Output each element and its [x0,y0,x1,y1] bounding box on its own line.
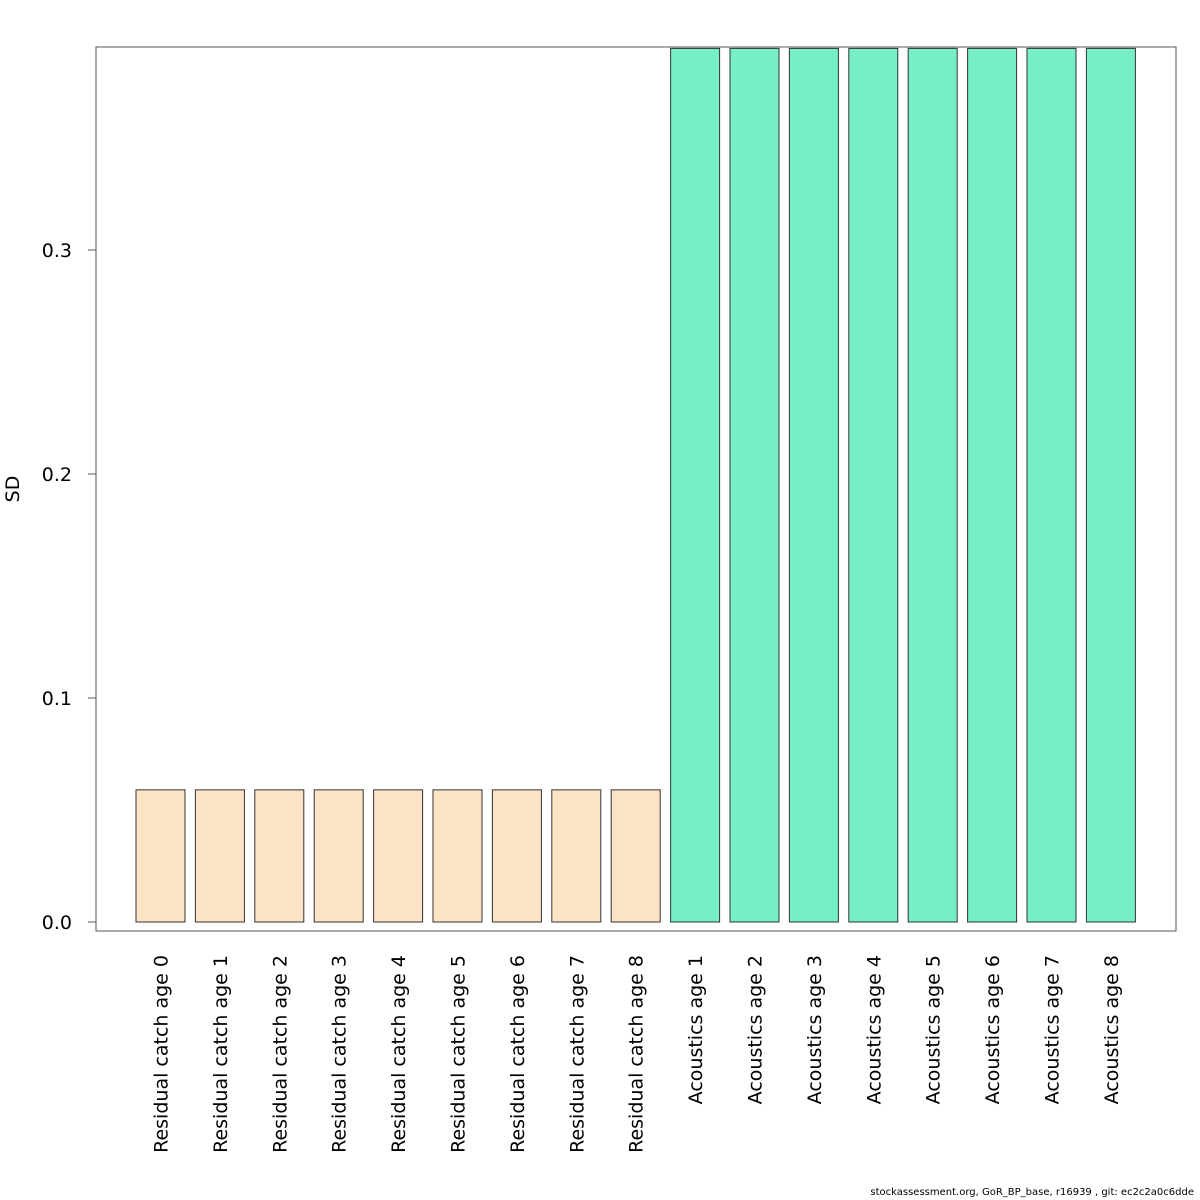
x-tick-label: Residual catch age 0 [151,955,173,1153]
bar [848,47,899,923]
bar [670,47,721,923]
x-tick-label: Acoustics age 1 [685,955,707,1104]
x-tick-label: Residual catch age 5 [448,955,470,1153]
bars [135,47,1136,923]
bar [254,789,305,923]
x-tick-label: Residual catch age 2 [269,955,291,1153]
x-tick-label: Acoustics age 2 [745,955,767,1104]
bar [788,47,839,923]
y-tick-label: 0.2 [42,464,72,486]
x-tick-label: Acoustics age 3 [804,955,826,1104]
bar [907,47,958,923]
bar [432,789,483,923]
y-axis-label: SD [2,476,24,503]
y-tick-label: 0.1 [42,688,72,710]
bar [135,789,186,923]
x-tick-label: Residual catch age 6 [507,955,529,1153]
bar [967,47,1018,923]
x-tick-label: Acoustics age 5 [923,955,945,1104]
x-tick-label: Acoustics age 7 [1042,955,1064,1104]
bar [313,789,364,923]
x-axis-tick-labels: Residual catch age 0 Residual catch age 1… [151,955,1123,1153]
bar [1085,47,1136,923]
bar [194,789,245,923]
bar [491,789,542,923]
x-tick-label: Residual catch age 8 [626,955,648,1153]
bar [551,789,602,923]
x-tick-label: Residual catch age 1 [210,955,232,1153]
bar [373,789,424,923]
footer-credit: stockassessment.org, GoR_BP_base, r16939… [870,1187,1194,1198]
y-axis-ticks: 0.0 0.1 0.2 0.3 [42,240,96,934]
x-tick-label: Residual catch age 4 [388,955,410,1153]
y-tick-label: 0.3 [42,240,72,262]
x-tick-label: Residual catch age 3 [329,955,351,1153]
bar [729,47,780,923]
bar [610,789,661,923]
y-tick-label: 0.0 [42,912,72,934]
x-tick-label: Acoustics age 4 [863,955,885,1104]
x-tick-label: Acoustics age 8 [1101,955,1123,1104]
bar [1026,47,1077,923]
x-tick-label: Residual catch age 7 [566,955,588,1153]
x-tick-label: Acoustics age 6 [982,955,1004,1104]
